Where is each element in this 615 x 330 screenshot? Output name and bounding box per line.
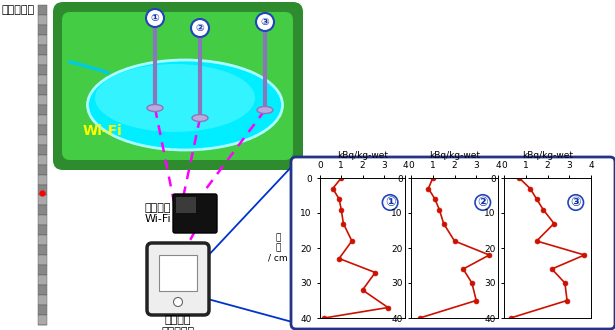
FancyBboxPatch shape (173, 194, 217, 233)
Bar (38, 85, 47, 95)
Bar (38, 35, 47, 45)
Bar (38, 125, 47, 135)
Bar (38, 275, 47, 285)
Circle shape (256, 13, 274, 31)
Bar (38, 95, 47, 105)
Bar (38, 235, 47, 245)
Ellipse shape (147, 105, 163, 112)
Circle shape (146, 9, 164, 27)
Bar (176, 197, 196, 213)
Text: 測定パイプ: 測定パイプ (2, 5, 35, 15)
Bar (38, 65, 47, 75)
Circle shape (173, 298, 183, 307)
Bar (38, 55, 47, 65)
Ellipse shape (87, 60, 282, 150)
FancyBboxPatch shape (62, 12, 293, 160)
FancyBboxPatch shape (291, 157, 615, 329)
Bar (38, 215, 47, 225)
FancyBboxPatch shape (147, 243, 209, 315)
Bar (38, 115, 47, 125)
Ellipse shape (192, 115, 208, 121)
X-axis label: kBq/kg-wet: kBq/kg-wet (522, 151, 573, 160)
Text: ②: ② (196, 23, 204, 33)
Bar (38, 285, 47, 295)
Bar (38, 75, 47, 85)
Bar (38, 155, 47, 165)
Text: モバイル
Wi-Fi: モバイル Wi-Fi (145, 203, 171, 224)
Bar (38, 165, 47, 175)
Y-axis label: せ
深
/ cm: せ 深 / cm (268, 233, 288, 263)
Bar (38, 245, 47, 255)
Bar (38, 5, 47, 15)
Bar (38, 135, 47, 145)
Text: ②: ② (477, 196, 488, 209)
Ellipse shape (95, 64, 255, 132)
Text: Wi-Fi: Wi-Fi (83, 124, 123, 138)
Text: ③: ③ (571, 196, 581, 209)
Bar (38, 205, 47, 215)
Text: ①: ① (151, 13, 159, 23)
Circle shape (191, 19, 209, 37)
Bar (38, 255, 47, 265)
Bar (38, 15, 47, 25)
Bar (38, 145, 47, 155)
Bar (38, 295, 47, 305)
Bar (38, 265, 47, 275)
X-axis label: kBq/kg-wet: kBq/kg-wet (429, 151, 480, 160)
Bar (38, 195, 47, 205)
Bar (38, 225, 47, 235)
Ellipse shape (257, 107, 273, 114)
Text: スマホ、
タブレット: スマホ、 タブレット (161, 315, 194, 330)
Text: ①: ① (385, 196, 395, 209)
Bar (38, 105, 47, 115)
Bar (38, 305, 47, 315)
Bar (38, 185, 47, 195)
Bar (38, 175, 47, 185)
FancyBboxPatch shape (53, 2, 303, 170)
X-axis label: kBq/kg-wet: kBq/kg-wet (337, 151, 388, 160)
Bar (159, 255, 197, 291)
Bar (38, 45, 47, 55)
Bar (38, 315, 47, 325)
Bar (38, 25, 47, 35)
Text: ③: ③ (261, 17, 269, 27)
